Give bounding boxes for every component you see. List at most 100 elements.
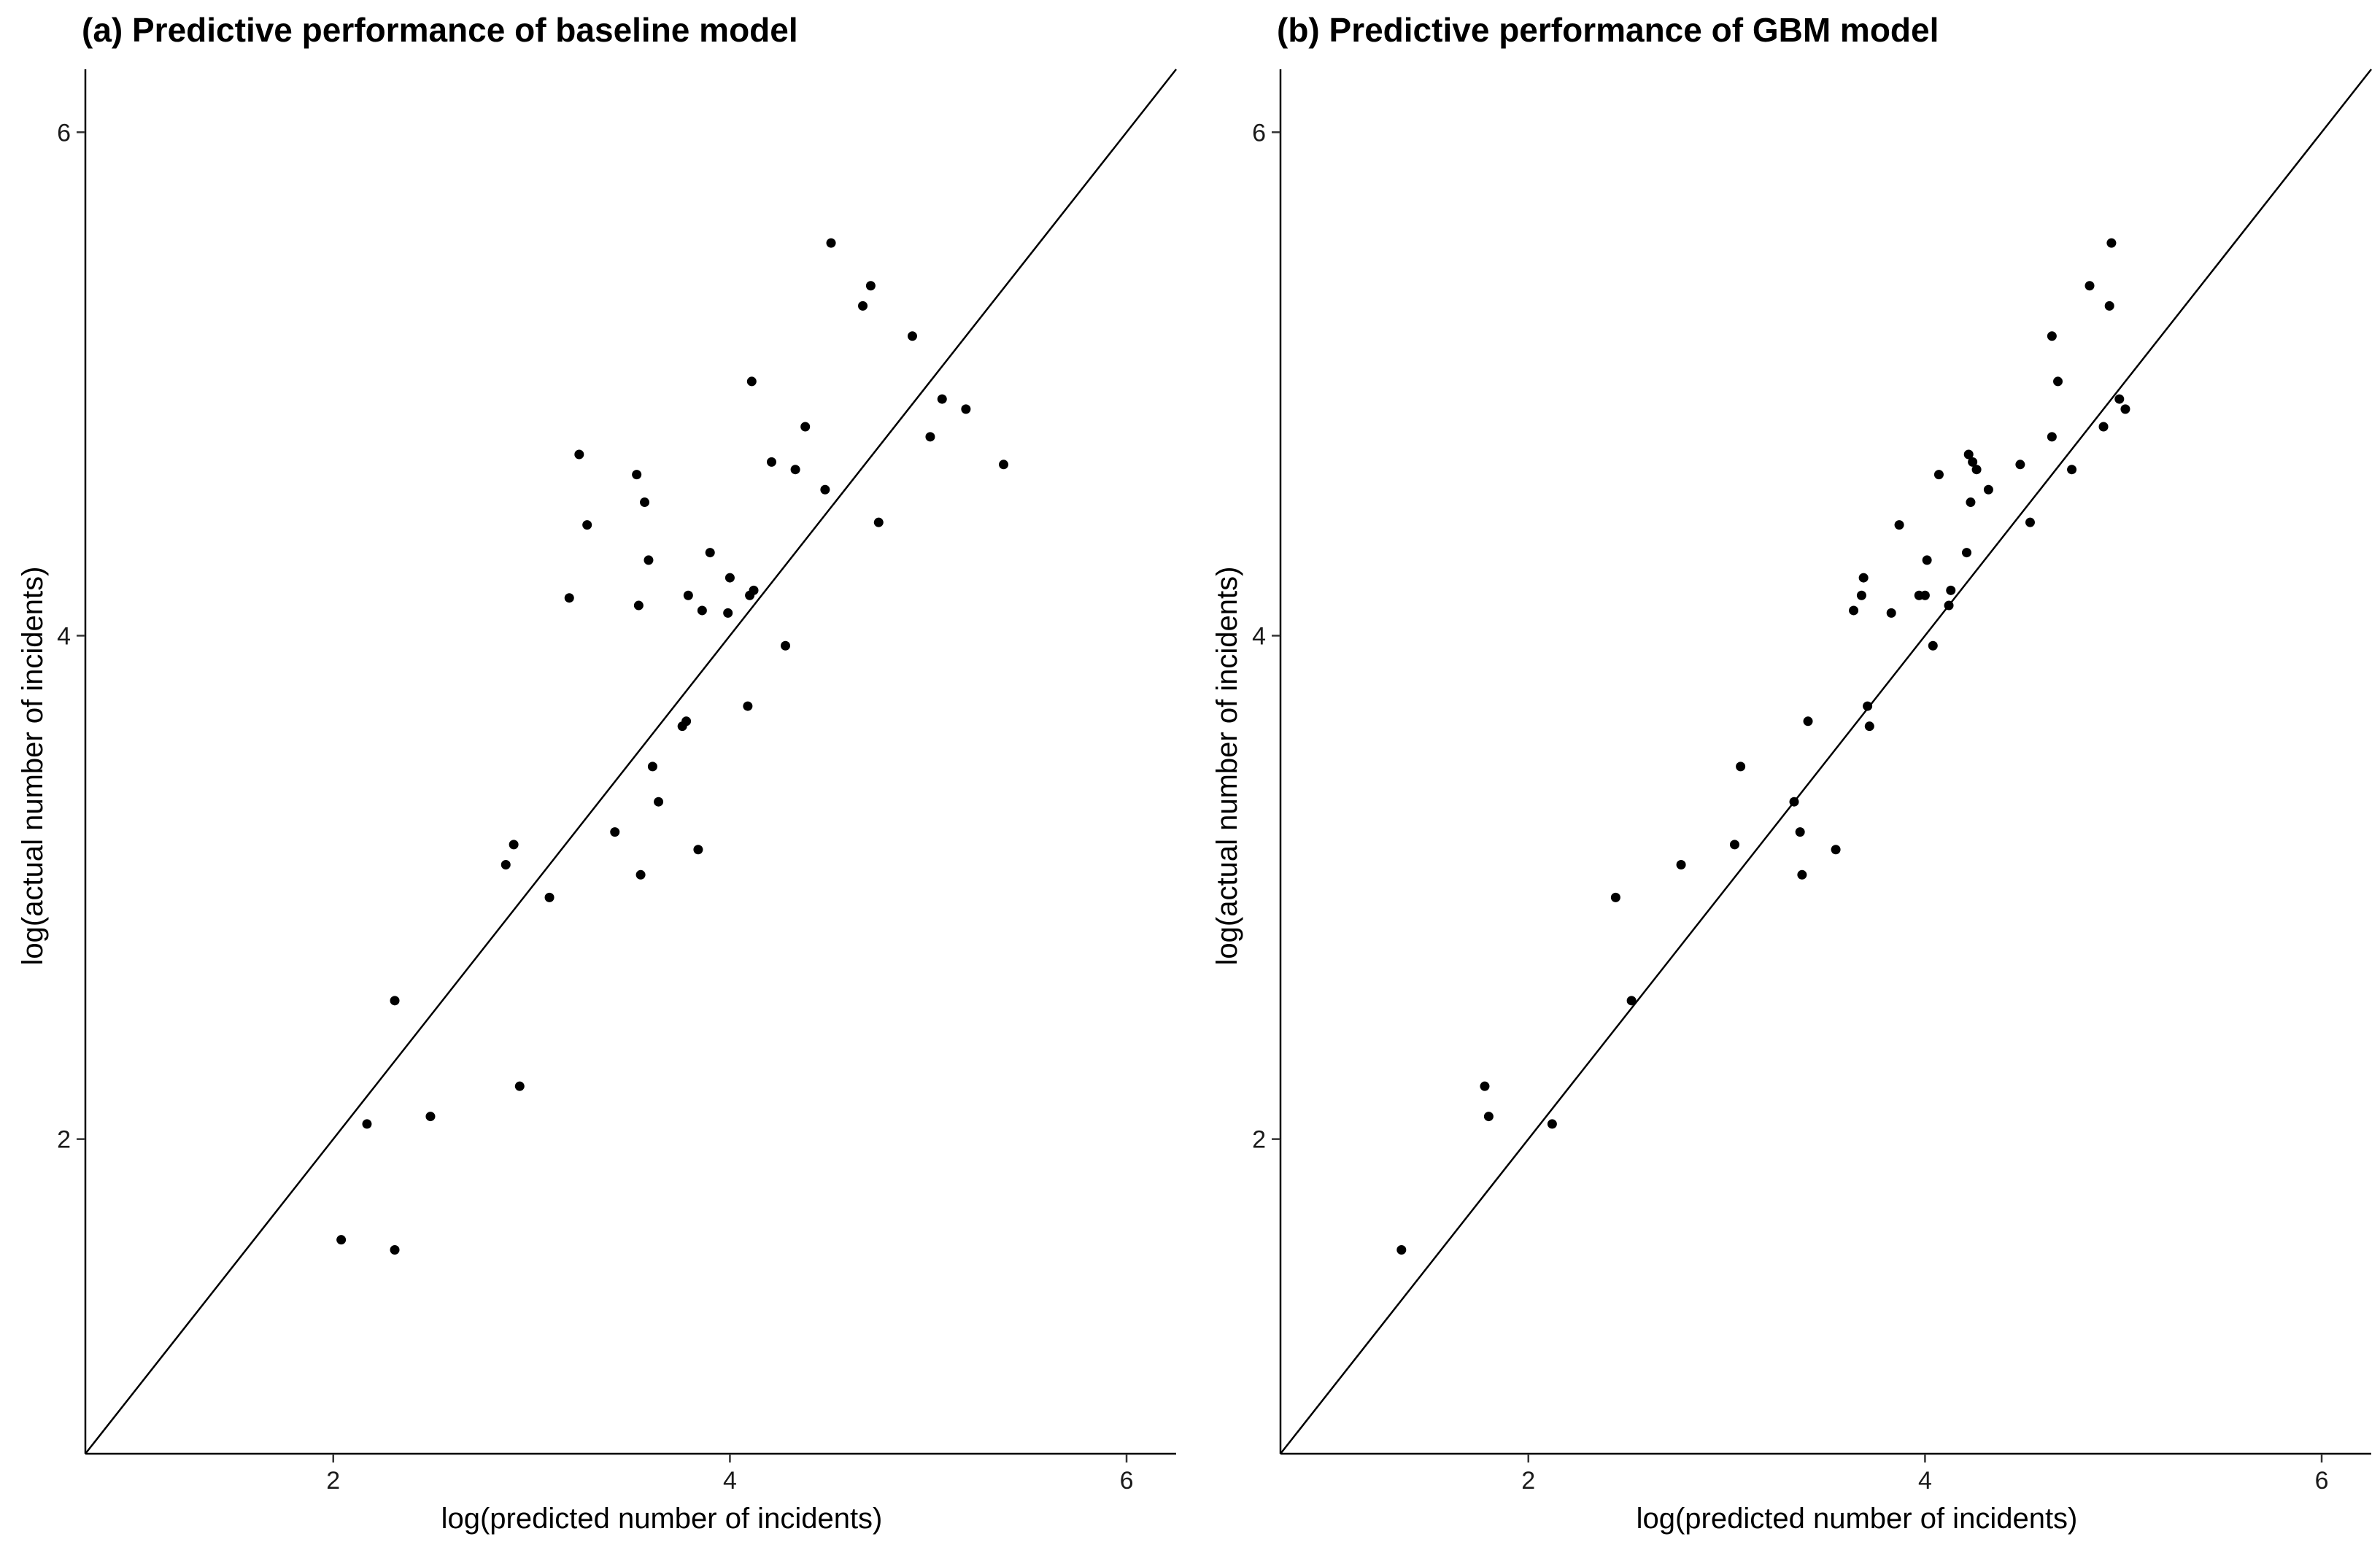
panel-a-x-tick-label: 6 bbox=[1120, 1467, 1134, 1495]
panel-a-data-point bbox=[743, 701, 753, 711]
panel-b-data-point bbox=[1396, 1244, 1407, 1255]
panel-b-data-point bbox=[1963, 449, 1974, 460]
panel-a-y-tick-label: 4 bbox=[57, 622, 71, 650]
panel-b-data-point bbox=[1610, 892, 1620, 902]
panel-b-data-point bbox=[1928, 640, 1938, 651]
panel-b-data-point bbox=[1803, 716, 1813, 727]
panel-b-data-point bbox=[1968, 457, 1978, 467]
panel-a-y-tick-label: 6 bbox=[57, 119, 71, 147]
panel-b-data-point bbox=[1547, 1119, 1557, 1129]
panel-a-data-point bbox=[635, 869, 646, 880]
panel-a-points bbox=[336, 238, 1009, 1255]
panel-a-data-point bbox=[425, 1112, 436, 1122]
panel-a-data-point bbox=[865, 281, 876, 291]
panel-b-x-tick-label: 4 bbox=[1918, 1467, 1932, 1495]
panel-b-data-point bbox=[1886, 608, 1896, 618]
panel-b-data-point bbox=[2067, 465, 2077, 475]
panel-a-data-point bbox=[725, 573, 735, 583]
panel-b-title: (b) Predictive performance of GBM model bbox=[1277, 11, 1939, 49]
panel-b-data-point bbox=[1789, 797, 1799, 807]
panel-b-x-tick-label: 6 bbox=[2315, 1467, 2329, 1495]
panel-a-data-point bbox=[509, 840, 519, 850]
panel-b-data-point bbox=[1626, 996, 1637, 1006]
panel-a-data-point bbox=[820, 484, 830, 495]
panel-a-data-point bbox=[564, 593, 574, 603]
panel-a-data-point bbox=[644, 555, 654, 565]
panel-b-y-ticks: 2 4 6 bbox=[1252, 119, 1280, 1154]
panel-a-data-point bbox=[723, 608, 733, 618]
panel-b-data-point bbox=[1797, 869, 1807, 880]
panel-b-gbm-model: (b) Predictive performance of GBM model … bbox=[1211, 11, 2372, 1535]
panel-b-data-point bbox=[1858, 573, 1869, 583]
panel-b-identity-line bbox=[1280, 69, 2372, 1454]
panel-b-data-point bbox=[2098, 422, 2109, 432]
panel-b-data-point bbox=[1946, 585, 1956, 595]
panel-b-data-point bbox=[2015, 460, 2025, 470]
panel-b-data-point bbox=[2114, 394, 2125, 404]
panel-b-data-point bbox=[1894, 520, 1904, 530]
panel-b-data-point bbox=[1971, 465, 1982, 475]
panel-b-data-point bbox=[1933, 470, 1944, 480]
panel-a-x-ticks: 2 4 6 bbox=[326, 1454, 1134, 1495]
panel-a-data-point bbox=[873, 517, 884, 527]
panel-a-data-point bbox=[781, 640, 791, 651]
panel-a-data-point bbox=[390, 996, 400, 1006]
panel-a-x-axis-label: log(predicted number of incidents) bbox=[441, 1503, 883, 1535]
panel-b-data-point bbox=[1795, 827, 1805, 837]
panel-a-data-point bbox=[681, 716, 692, 727]
panel-a-data-point bbox=[697, 605, 707, 616]
panel-b-data-point bbox=[2085, 281, 2095, 291]
panel-b-y-tick-label: 4 bbox=[1252, 622, 1266, 650]
panel-a-data-point bbox=[937, 394, 947, 404]
panel-b-data-point bbox=[1863, 701, 1873, 711]
panel-a-data-point bbox=[693, 845, 703, 855]
panel-a-data-point bbox=[362, 1119, 372, 1129]
panel-a-data-point bbox=[746, 376, 757, 387]
panel-b-data-point bbox=[1676, 859, 1686, 869]
panel-a-data-point bbox=[574, 449, 584, 460]
panel-b-data-point bbox=[1480, 1081, 1490, 1091]
panel-a-y-ticks: 2 4 6 bbox=[57, 119, 85, 1154]
panel-b-data-point bbox=[1922, 555, 1932, 565]
panel-a-y-tick-label: 2 bbox=[57, 1126, 71, 1154]
panel-b-data-point bbox=[2053, 376, 2063, 387]
panel-a-data-point bbox=[826, 238, 836, 248]
panel-b-data-point bbox=[1983, 484, 1993, 495]
panel-a-data-point bbox=[766, 457, 776, 467]
panel-a-data-point bbox=[640, 497, 650, 508]
panel-a-data-point bbox=[390, 1244, 400, 1255]
panel-b-points bbox=[1396, 238, 2130, 1255]
panel-a-data-point bbox=[514, 1081, 525, 1091]
panel-a-identity-line bbox=[85, 69, 1177, 1454]
panel-b-data-point bbox=[1961, 548, 1971, 558]
panel-b-data-point bbox=[1966, 497, 1976, 508]
panel-b-data-point bbox=[2047, 432, 2057, 442]
panel-b-data-point bbox=[2120, 404, 2130, 414]
panel-a-title: (a) Predictive performance of baseline m… bbox=[82, 11, 798, 49]
panel-a-data-point bbox=[633, 600, 644, 611]
panel-a-data-point bbox=[999, 460, 1009, 470]
panel-a-data-point bbox=[907, 331, 917, 341]
panel-a-data-point bbox=[925, 432, 935, 442]
panel-b-data-point bbox=[1920, 590, 1930, 600]
panel-b-data-point bbox=[1483, 1112, 1494, 1122]
panel-b-x-tick-label: 2 bbox=[1521, 1467, 1535, 1495]
panel-b-data-point bbox=[2025, 517, 2035, 527]
panel-b-y-tick-label: 6 bbox=[1252, 119, 1266, 147]
panel-b-data-point bbox=[1944, 600, 1954, 611]
panel-b-data-point bbox=[1831, 845, 1841, 855]
panel-a-data-point bbox=[336, 1235, 347, 1245]
panel-a-data-point bbox=[544, 892, 555, 902]
panel-a-data-point bbox=[632, 470, 642, 480]
panel-a-data-point bbox=[654, 797, 664, 807]
panel-a-data-point bbox=[647, 762, 657, 772]
panel-a-data-point bbox=[800, 422, 811, 432]
panel-a-data-point bbox=[858, 301, 868, 311]
panel-b-data-point bbox=[2106, 238, 2117, 248]
panel-a-data-point bbox=[501, 859, 511, 869]
panel-a-data-point bbox=[705, 548, 715, 558]
panel-a-data-point bbox=[749, 585, 759, 595]
panel-a-data-point bbox=[683, 590, 693, 600]
